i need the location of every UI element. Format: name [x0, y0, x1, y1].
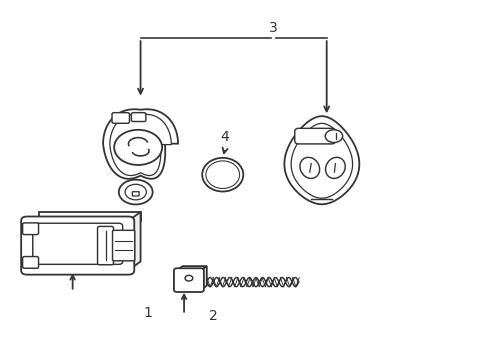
- Ellipse shape: [325, 157, 345, 179]
- Polygon shape: [201, 266, 206, 290]
- FancyBboxPatch shape: [22, 223, 39, 235]
- FancyBboxPatch shape: [131, 113, 145, 122]
- Polygon shape: [290, 123, 352, 198]
- Text: 3: 3: [268, 21, 277, 35]
- FancyBboxPatch shape: [33, 223, 122, 264]
- FancyBboxPatch shape: [112, 113, 129, 123]
- FancyBboxPatch shape: [22, 257, 39, 268]
- Text: 2: 2: [208, 310, 217, 324]
- Polygon shape: [128, 212, 140, 270]
- Text: 4: 4: [221, 130, 229, 144]
- Polygon shape: [103, 109, 178, 179]
- Polygon shape: [177, 266, 206, 270]
- FancyBboxPatch shape: [97, 226, 113, 265]
- Circle shape: [119, 180, 152, 204]
- Ellipse shape: [205, 161, 239, 189]
- Polygon shape: [39, 212, 140, 221]
- FancyBboxPatch shape: [174, 268, 203, 292]
- Polygon shape: [110, 114, 171, 176]
- Polygon shape: [284, 116, 359, 204]
- FancyBboxPatch shape: [21, 216, 134, 275]
- FancyBboxPatch shape: [294, 128, 335, 144]
- Ellipse shape: [299, 157, 319, 179]
- Text: 1: 1: [143, 306, 152, 320]
- Circle shape: [125, 184, 146, 200]
- Circle shape: [325, 130, 342, 143]
- FancyBboxPatch shape: [132, 192, 139, 196]
- Ellipse shape: [202, 158, 243, 192]
- Circle shape: [114, 130, 162, 165]
- Circle shape: [184, 275, 192, 281]
- FancyBboxPatch shape: [112, 230, 135, 261]
